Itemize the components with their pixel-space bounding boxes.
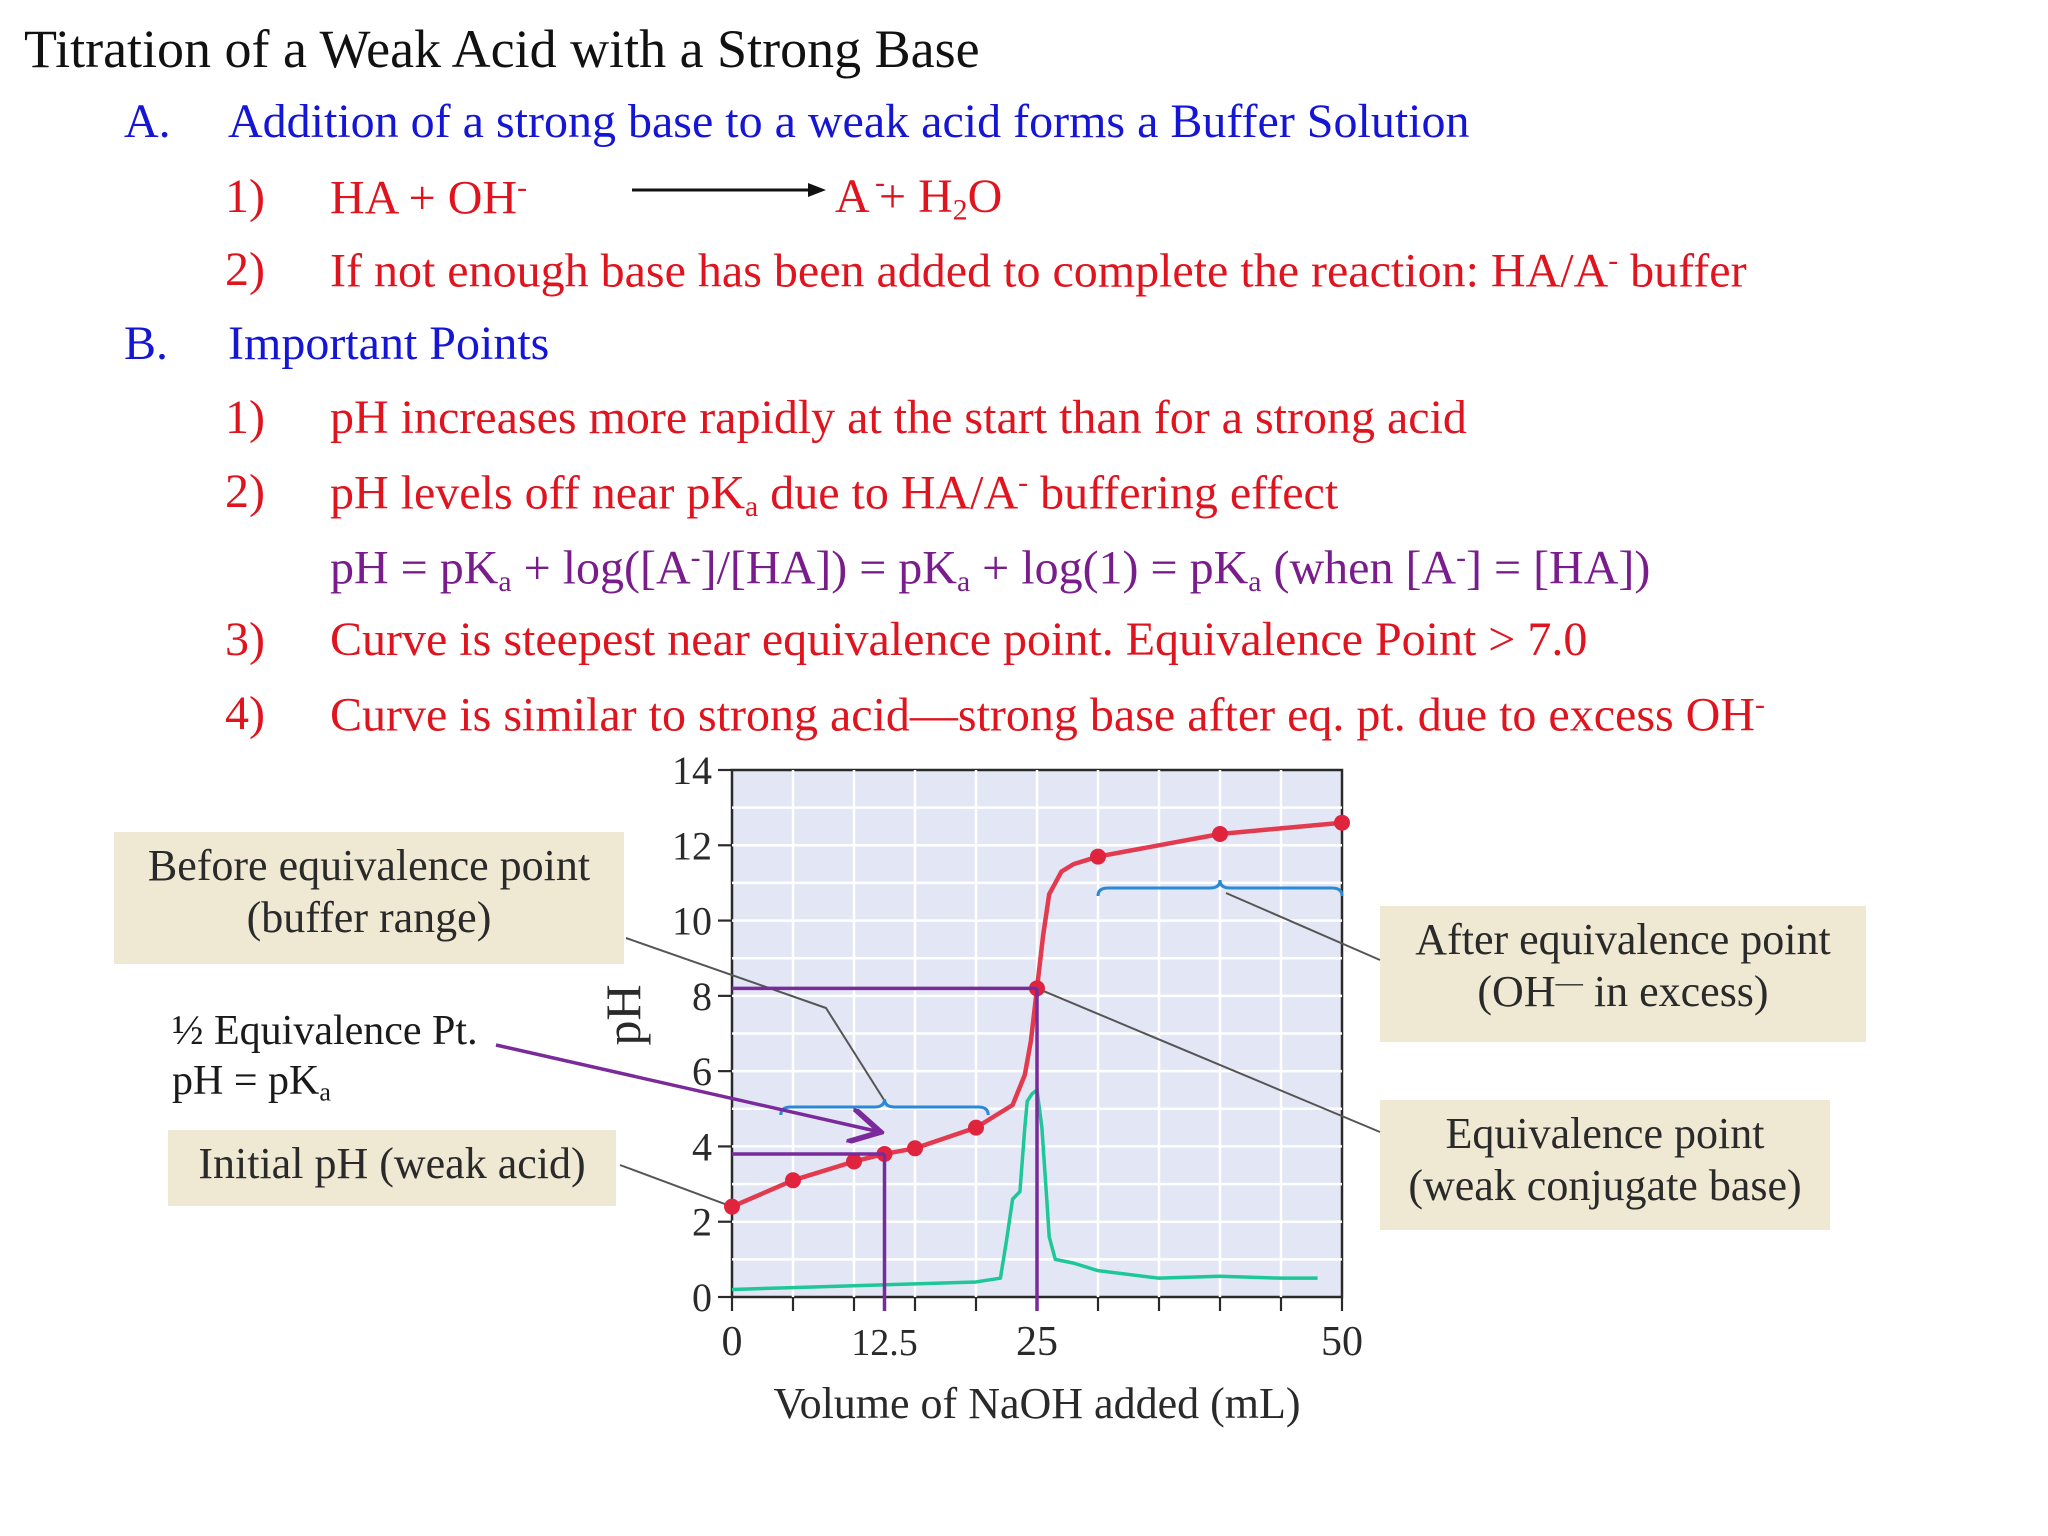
b4-marker: 4) (225, 687, 265, 740)
range-brackets (779, 879, 1344, 1116)
x-axis-label: Volume of NaOH added (mL) (773, 1379, 1300, 1428)
after-eq-leader (1225, 892, 1381, 961)
axis-labels: Volume of NaOH added (mL) pH (595, 984, 1301, 1428)
slide-title: Titration of a Weak Acid with a Strong B… (24, 19, 980, 79)
after-eq-line2: (OH— in excess) (1477, 966, 1769, 1016)
a2-text: If not enough base has been added to com… (330, 244, 1747, 298)
ph-data-point (1090, 848, 1106, 865)
ph-data-point (724, 1198, 740, 1215)
b1-text: pH increases more rapidly at the start t… (330, 391, 1467, 444)
half-eq-line1: ½ Equivalence Pt. (172, 1008, 478, 1054)
half-eq-arrow (495, 1043, 877, 1131)
excess-range-bracket (1096, 879, 1344, 897)
section-b-heading: Important Points (228, 317, 550, 370)
eq-point-line2: (weak conjugate base) (1408, 1160, 1802, 1210)
b2-marker: 2) (225, 465, 265, 518)
b1-marker: 1) (225, 391, 265, 444)
indicator-series-line (731, 1088, 1318, 1292)
y-tick-label: 6 (692, 1049, 712, 1094)
section-b-marker: B. (124, 317, 169, 370)
section-a-marker: A. (124, 95, 171, 148)
after-eq-box: After equivalence point (OH— in excess) (1380, 906, 1866, 1042)
buffer-range-bracket (779, 1098, 990, 1116)
y-tick-label: 8 (692, 974, 712, 1019)
initial-ph-box: Initial pH (weak acid) (168, 1130, 616, 1206)
annotation-leader-lines (619, 892, 1381, 1208)
reaction-arrow-icon (632, 183, 826, 197)
ph-data-point (1212, 825, 1228, 842)
b2-text: pH levels off near pKa due to HA/A- buff… (330, 466, 1339, 523)
chart-series (724, 814, 1350, 1292)
henderson-hasselbalch-equation: pH = pKa + log([A-]/[HA]) = pKa + log(1)… (330, 541, 1651, 598)
a1-products-charge: - (875, 166, 885, 199)
section-a-heading: Addition of a strong base to a weak acid… (228, 95, 1470, 148)
ph-data-point (1334, 814, 1350, 831)
x-tick-label: 12.5 (851, 1322, 918, 1364)
y-axis-label: pH (595, 984, 651, 1045)
b3-text: Curve is steepest near equivalence point… (330, 613, 1588, 666)
grid-lines (732, 770, 1342, 1297)
eq-point-leader (1036, 987, 1381, 1133)
a2-marker: 2) (225, 243, 265, 296)
half-eq-label: ½ Equivalence Pt. pH = pKa (172, 1006, 478, 1108)
ph-data-point (968, 1119, 984, 1136)
a1-marker: 1) (225, 170, 265, 223)
half-eq-line2: pH = pKa (172, 1058, 331, 1107)
y-tick-label: 0 (692, 1275, 712, 1320)
initial-ph-leader (619, 1164, 733, 1208)
b4-text: Curve is similar to strong acid—strong b… (330, 688, 1765, 742)
ph-data-point (846, 1153, 862, 1170)
y-tick-label: 10 (672, 899, 712, 944)
after-eq-line1: After equivalence point (1415, 915, 1831, 964)
y-tick-label: 12 (672, 823, 712, 868)
before-eq-box: Before equivalence point (buffer range) (114, 832, 624, 964)
x-tick-label: 0 (722, 1319, 743, 1365)
eq-point-box: Equivalence point (weak conjugate base) (1380, 1100, 1830, 1230)
a1-products: A + H2O (835, 170, 1003, 227)
ph-curve-line (731, 820, 1343, 1209)
b3-marker: 3) (225, 613, 265, 666)
reference-lines (495, 986, 1039, 1311)
y-tick-label: 14 (672, 748, 712, 793)
y-tick-label: 4 (692, 1124, 712, 1169)
a1-reactants: HA + OH- (330, 171, 527, 225)
x-tick-label: 25 (1016, 1319, 1058, 1365)
ph-data-point (907, 1140, 923, 1157)
before-eq-leader (625, 937, 887, 1104)
initial-ph-text: Initial pH (weak acid) (198, 1139, 586, 1188)
eq-point-line1: Equivalence point (1445, 1109, 1765, 1158)
before-eq-line2: (buffer range) (246, 892, 492, 942)
ph-data-point (785, 1172, 801, 1189)
axis-ticks: 0 2 4 6 8 10 12 14 0 12.5 25 50 (672, 748, 1363, 1365)
y-tick-label: 2 (692, 1200, 712, 1245)
x-tick-label: 50 (1321, 1319, 1363, 1365)
before-eq-line1: Before equivalence point (147, 841, 591, 890)
